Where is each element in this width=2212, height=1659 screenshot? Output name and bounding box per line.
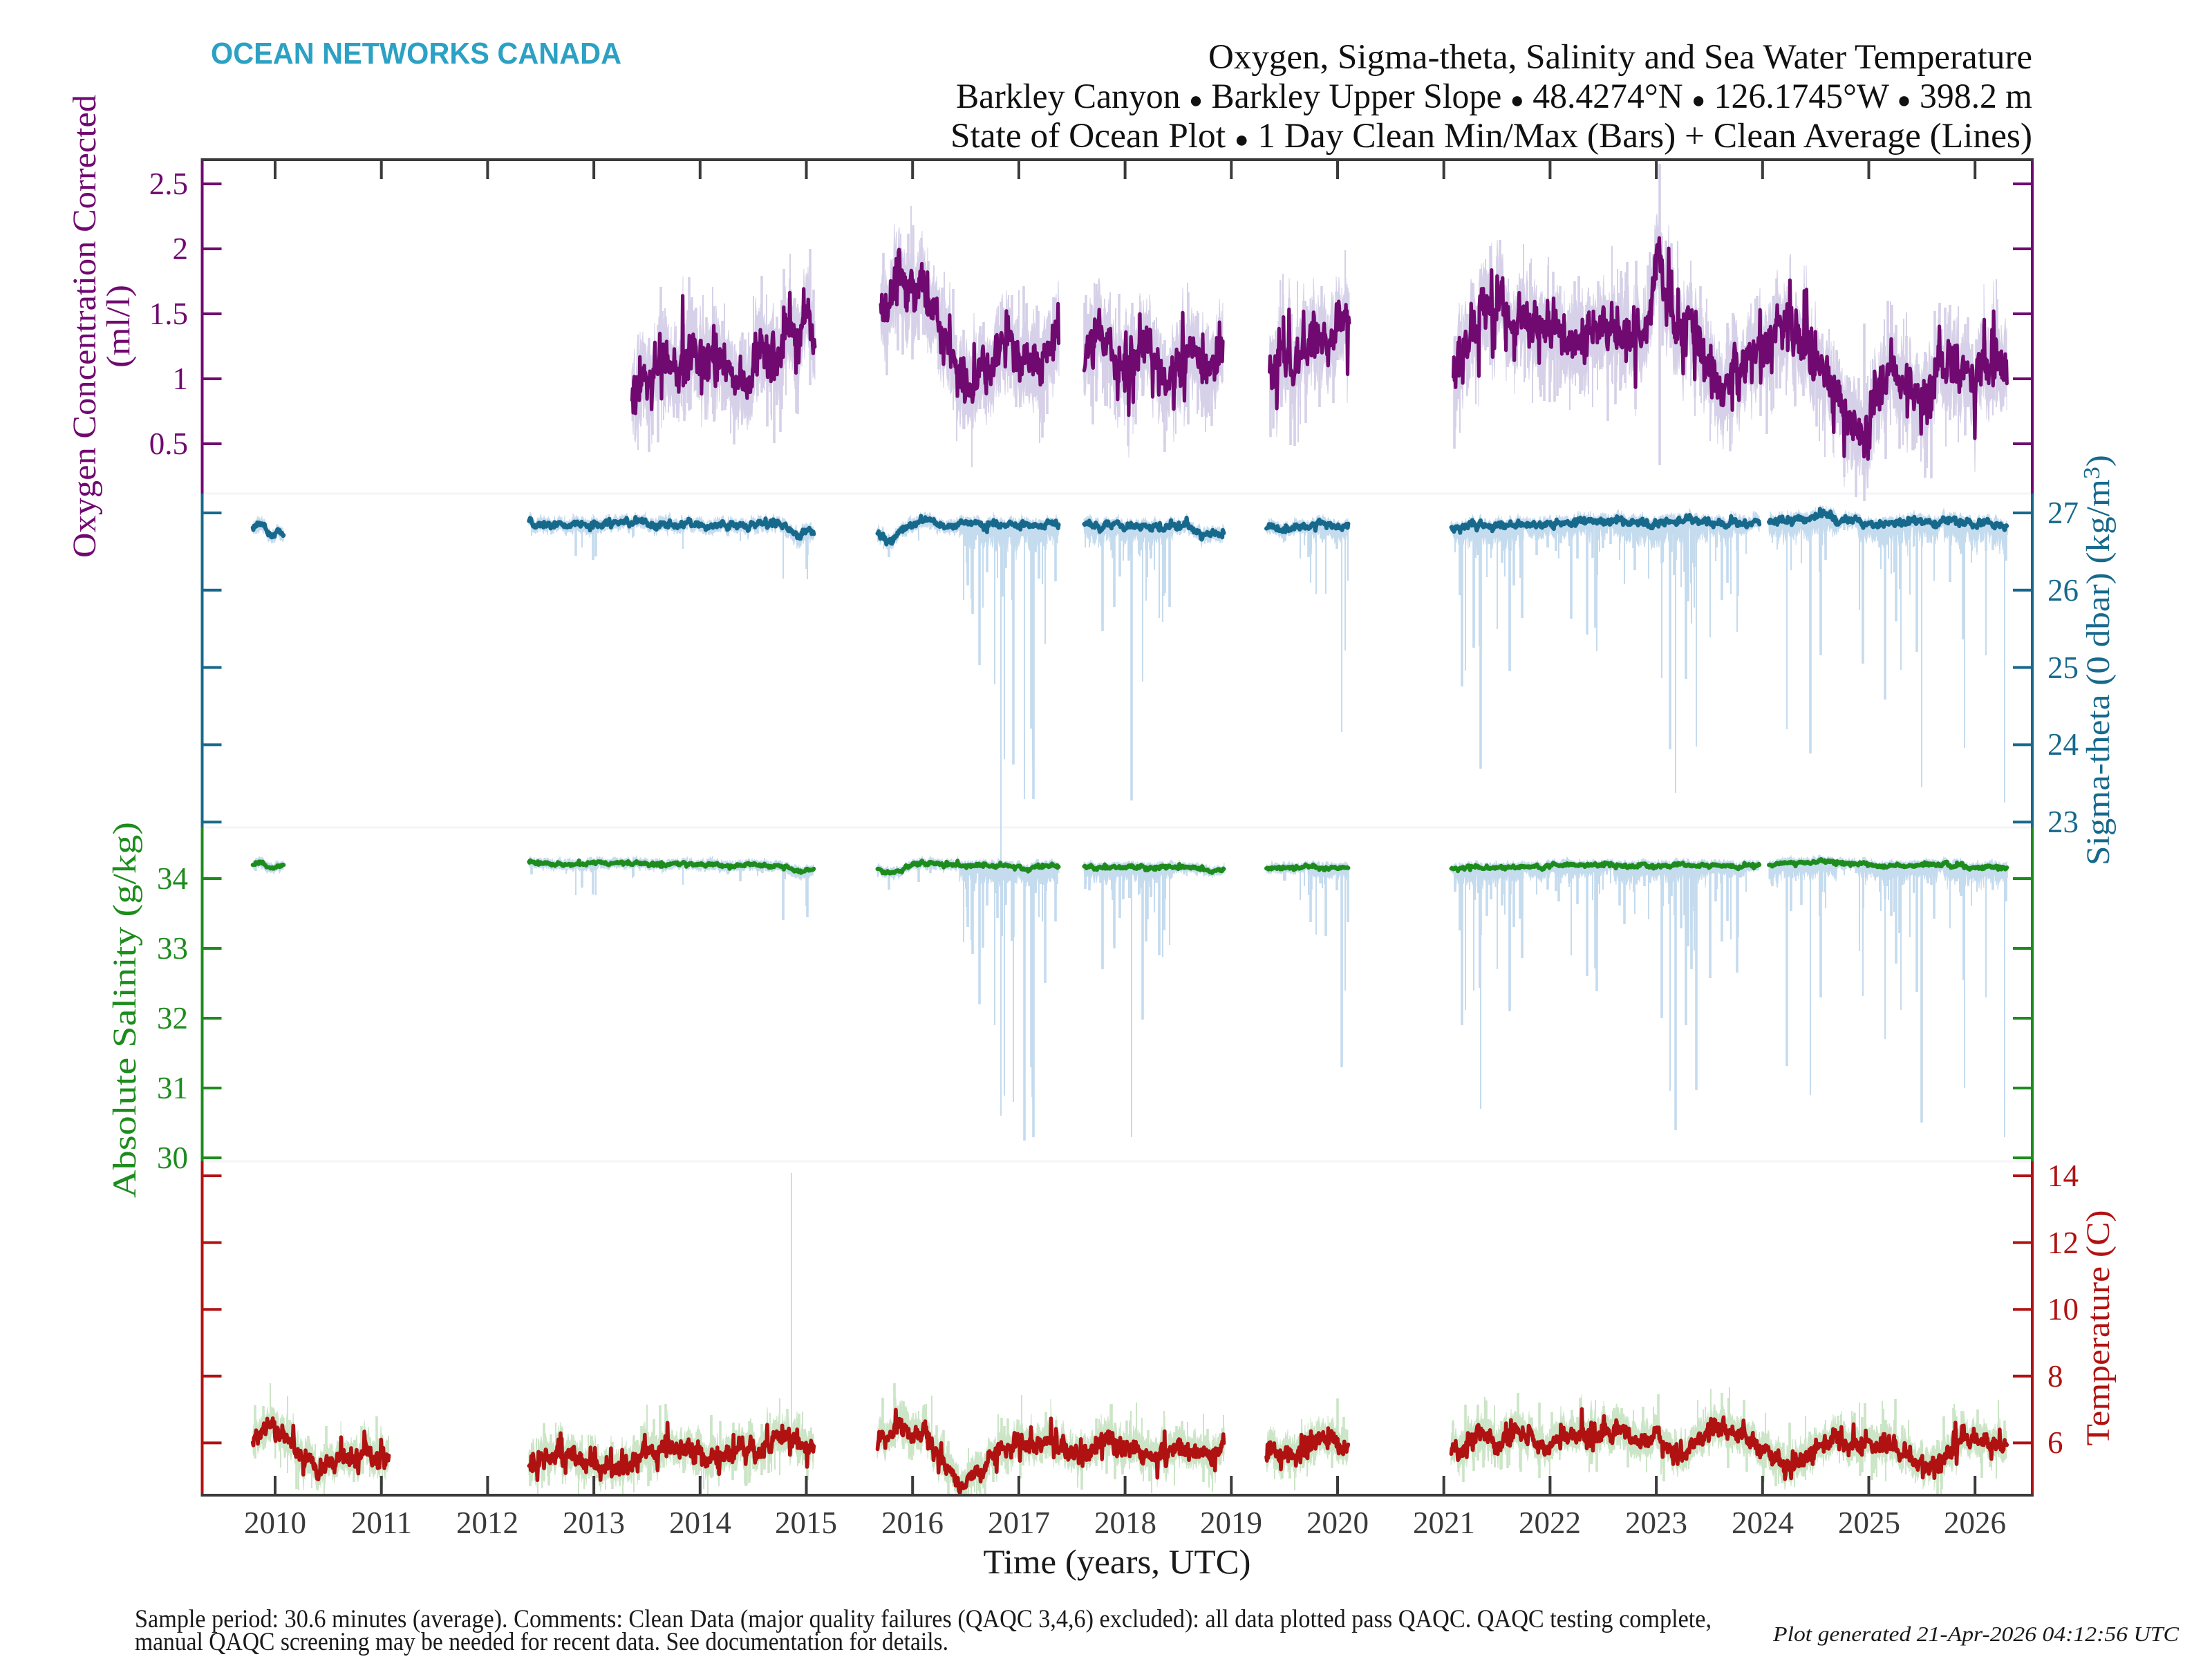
svg-text:12: 12 xyxy=(2047,1226,2079,1260)
svg-text:2024: 2024 xyxy=(1732,1506,1794,1540)
svg-text:14: 14 xyxy=(2047,1159,2079,1193)
svg-text:Plot generated 21-Apr-2026 04:: Plot generated 21-Apr-2026 04:12:56 UTC xyxy=(1772,1622,2179,1646)
svg-text:1: 1 xyxy=(173,362,189,396)
svg-text:10: 10 xyxy=(2047,1292,2079,1327)
svg-text:Absolute Salinity (g/kg): Absolute Salinity (g/kg) xyxy=(106,822,143,1198)
svg-text:32: 32 xyxy=(157,1001,188,1035)
svg-text:2015: 2015 xyxy=(775,1506,837,1540)
svg-text:2014: 2014 xyxy=(669,1506,731,1540)
svg-text:manual QAQC screening may be n: manual QAQC screening may be needed for … xyxy=(135,1627,948,1656)
svg-text:8: 8 xyxy=(2047,1359,2063,1394)
svg-text:2025: 2025 xyxy=(1838,1506,1900,1540)
svg-text:Oxygen Concentration Corrected: Oxygen Concentration Corrected xyxy=(66,95,103,558)
svg-text:2021: 2021 xyxy=(1413,1506,1475,1540)
svg-text:2016: 2016 xyxy=(881,1506,944,1540)
svg-text:27: 27 xyxy=(2047,496,2079,530)
svg-text:2013: 2013 xyxy=(563,1506,625,1540)
svg-text:25: 25 xyxy=(2047,650,2079,685)
svg-text:1.5: 1.5 xyxy=(149,297,188,331)
svg-text:33: 33 xyxy=(157,931,188,966)
svg-text:Barkley Canyon ● Barkley Upper: Barkley Canyon ● Barkley Upper Slope ● 4… xyxy=(956,77,2032,116)
svg-text:2011: 2011 xyxy=(351,1506,412,1540)
svg-text:2026: 2026 xyxy=(1944,1506,2006,1540)
svg-text:34: 34 xyxy=(157,861,188,896)
svg-text:30: 30 xyxy=(157,1141,188,1175)
svg-text:Temperature (C): Temperature (C) xyxy=(2080,1210,2117,1446)
svg-text:OCEAN NETWORKS CANADA: OCEAN NETWORKS CANADA xyxy=(211,37,621,71)
svg-text:Oxygen, Sigma-theta, Salinity: Oxygen, Sigma-theta, Salinity and Sea Wa… xyxy=(1208,38,2032,77)
svg-text:2020: 2020 xyxy=(1306,1506,1369,1540)
svg-text:2: 2 xyxy=(173,232,189,266)
svg-text:2022: 2022 xyxy=(1519,1506,1581,1540)
svg-text:Time (years, UTC): Time (years, UTC) xyxy=(984,1542,1251,1581)
svg-text:2.5: 2.5 xyxy=(149,167,188,201)
svg-text:Sample period: 30.6 minutes (a: Sample period: 30.6 minutes (average). C… xyxy=(135,1604,1712,1633)
svg-text:6: 6 xyxy=(2047,1425,2063,1460)
svg-text:26: 26 xyxy=(2047,573,2079,608)
svg-text:Sigma-theta (0 dbar) (kg/m3): Sigma-theta (0 dbar) (kg/m3) xyxy=(2079,455,2117,865)
svg-text:2019: 2019 xyxy=(1200,1506,1262,1540)
svg-text:2012: 2012 xyxy=(456,1506,518,1540)
svg-text:2018: 2018 xyxy=(1094,1506,1156,1540)
svg-text:23: 23 xyxy=(2047,805,2079,839)
svg-text:2017: 2017 xyxy=(988,1506,1050,1540)
svg-text:2010: 2010 xyxy=(244,1506,306,1540)
svg-text:State of Ocean Plot ● 1 Day Cl: State of Ocean Plot ● 1 Day Clean Min/Ma… xyxy=(950,117,2032,156)
svg-text:0.5: 0.5 xyxy=(149,427,188,461)
svg-text:31: 31 xyxy=(157,1071,188,1105)
svg-text:(ml/l): (ml/l) xyxy=(100,285,137,368)
svg-text:24: 24 xyxy=(2047,727,2079,762)
svg-text:2023: 2023 xyxy=(1625,1506,1687,1540)
